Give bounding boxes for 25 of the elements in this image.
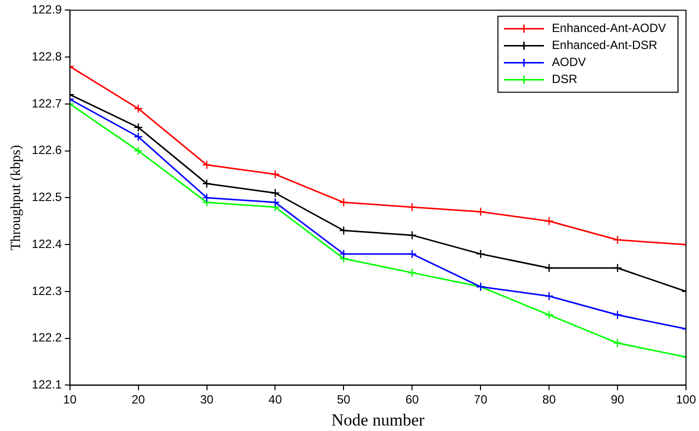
legend-label: AODV [552, 55, 586, 70]
x-tick-label: 40 [268, 392, 282, 407]
x-tick-label: 10 [63, 392, 77, 407]
y-axis-title: Throughput (kbps) [9, 144, 24, 250]
x-axis-title: Node number [331, 410, 425, 430]
y-tick-label: 122.1 [32, 378, 62, 392]
x-tick-label: 90 [610, 392, 625, 407]
legend-label: Enhanced-Ant-AODV [552, 21, 666, 36]
x-tick-label: 100 [676, 392, 696, 407]
y-tick-label: 122.9 [32, 2, 62, 17]
y-tick-label: 122.2 [32, 330, 62, 345]
y-tick-label: 122.8 [32, 49, 62, 64]
y-tick-label: 122.4 [32, 236, 62, 251]
y-tick-label: 122.7 [32, 96, 62, 110]
y-tick-label: 122.5 [32, 190, 62, 204]
x-tick-label: 20 [132, 392, 146, 407]
x-tick-label: 70 [474, 392, 488, 407]
y-tick-label: 122.6 [32, 143, 62, 158]
legend-label: DSR [552, 72, 578, 86]
x-tick-label: 50 [337, 392, 351, 407]
x-tick-label: 80 [542, 392, 556, 407]
x-tick-label: 30 [200, 392, 214, 407]
y-tick-label: 122.3 [32, 284, 62, 298]
legend-label: Enhanced-Ant-DSR [552, 38, 658, 52]
x-tick-label: 60 [405, 392, 420, 407]
